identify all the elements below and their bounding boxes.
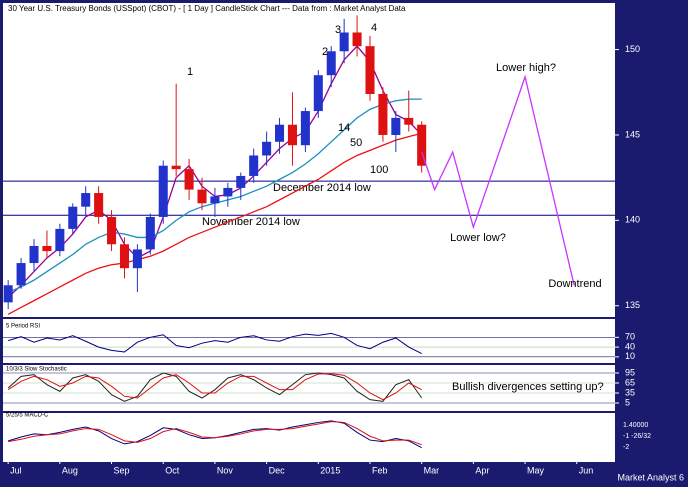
candle-body	[42, 245, 52, 252]
candle-body	[3, 285, 13, 303]
x-tick-label: Aug	[62, 465, 78, 475]
panel-title: 5/25/5 MACD-C	[6, 413, 49, 419]
x-tick-label: 2015	[320, 465, 340, 475]
indicator-line	[7, 373, 422, 401]
candle-body	[391, 117, 401, 135]
panel-title: 5 Period RSI	[6, 324, 40, 330]
support-label: December 2014 low	[273, 182, 371, 194]
x-tick-label: Nov	[217, 465, 234, 475]
y-tick-label: 145	[625, 129, 640, 139]
candle-body	[313, 75, 323, 112]
candle-body	[249, 155, 259, 176]
annotation: 4	[371, 22, 377, 34]
candle-body	[287, 124, 297, 146]
annotation: Lower high?	[496, 62, 556, 74]
x-tick-label: Jul	[10, 465, 22, 475]
annotation: Lower low?	[450, 232, 506, 244]
candle-body	[68, 206, 78, 229]
candle-body	[339, 32, 349, 52]
ma-label: 50	[350, 137, 362, 149]
candle-body	[94, 193, 104, 217]
candle-body	[262, 141, 272, 156]
candle-body	[404, 117, 414, 125]
ma-label: 100	[370, 164, 388, 176]
candle-body	[81, 193, 91, 207]
x-tick-label: Mar	[424, 465, 440, 475]
annotation: Bullish divergences setting up?	[452, 381, 604, 393]
projection-line	[421, 74, 575, 286]
candle-body	[197, 189, 207, 204]
y-tick-label: 135	[625, 300, 640, 310]
y-axis-label: 1.40000	[623, 422, 648, 429]
candle-body	[378, 93, 388, 135]
y-tick-label: 65	[625, 377, 635, 387]
x-tick-label: Oct	[165, 465, 180, 475]
candle-body	[223, 187, 233, 197]
support-label: November 2014 low	[202, 216, 300, 228]
candle-body	[365, 46, 375, 94]
x-tick-label: Dec	[269, 465, 286, 475]
candle-body	[326, 51, 336, 76]
candle-body	[210, 196, 220, 204]
candle-body	[236, 175, 246, 188]
candle-body	[352, 32, 362, 47]
candle-body	[300, 111, 310, 146]
x-tick-label: May	[527, 465, 545, 475]
y-tick-label: 5	[625, 397, 630, 407]
y-tick-label: 140	[625, 215, 640, 225]
candle-body	[119, 244, 129, 269]
panel-title: 10/3/3 Slow Stochastic	[6, 367, 67, 373]
candle-body	[107, 216, 117, 245]
candle-body	[275, 124, 285, 142]
candle-body	[132, 249, 142, 269]
y-tick-label: 35	[625, 387, 635, 397]
moving-average	[7, 132, 422, 315]
candle-body	[158, 165, 168, 217]
indicator-line	[7, 372, 423, 402]
x-tick-label: Sep	[114, 465, 130, 475]
y-tick-label: 70	[625, 332, 635, 342]
annotation: 1	[187, 66, 193, 78]
annotation: Downtrend	[548, 278, 601, 290]
annotation: 3	[335, 24, 341, 36]
x-tick-label: Apr	[475, 465, 489, 475]
indicator-line	[8, 421, 422, 446]
y-axis-label: -2	[623, 444, 629, 451]
candle-body	[16, 263, 26, 286]
y-tick-label: 10	[625, 351, 635, 361]
candle-body	[417, 124, 427, 166]
candle-body	[55, 228, 65, 252]
annotation: 2	[322, 46, 328, 58]
footer: Market Analyst 6	[617, 472, 684, 482]
x-tick-label: Jun	[579, 465, 594, 475]
ma-label: 14	[338, 122, 350, 134]
y-tick-label: 150	[625, 44, 640, 54]
chart-title: 30 Year U.S. Treasury Bonds (USSpot) (CB…	[8, 4, 406, 13]
plot-area	[3, 3, 615, 462]
y-axis-label: -1 -26/32	[623, 433, 651, 440]
x-tick-label: Feb	[372, 465, 388, 475]
y-tick-label: 95	[625, 367, 635, 377]
candle-body	[29, 245, 39, 264]
y-tick-label: 40	[625, 341, 635, 351]
candle-body	[184, 169, 194, 190]
indicator-line	[8, 332, 422, 355]
candle-body	[145, 216, 155, 250]
candle-body	[171, 165, 181, 170]
